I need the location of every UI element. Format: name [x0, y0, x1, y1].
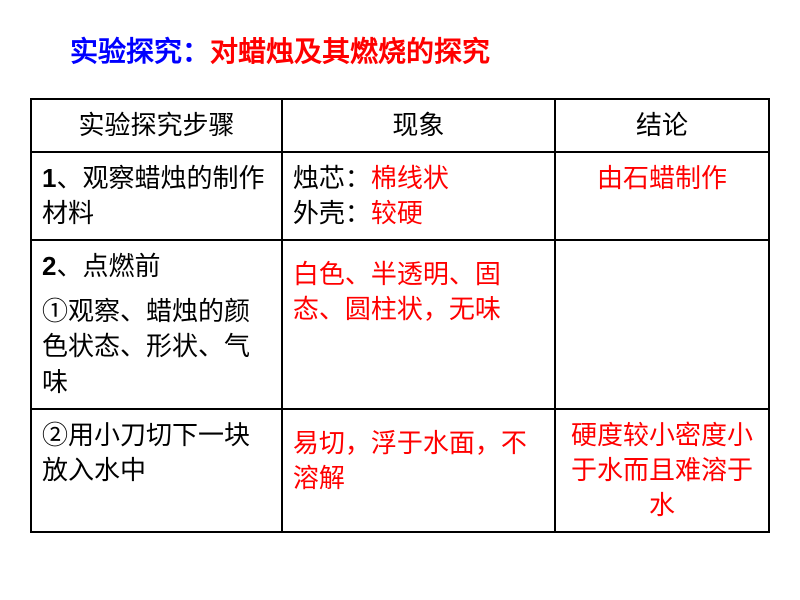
header-phenomenon: 现象 [282, 99, 555, 152]
step-number: 1 [42, 163, 56, 193]
step-number: 2 [42, 251, 56, 281]
step-text-a: 、点燃前 [56, 252, 160, 281]
table-row: ②用小刀切下一块放入水中 易切，浮于水面，不溶解 硬度较小密度小于水而且难溶于水 [31, 409, 769, 532]
step-text: 、观察蜡烛的制作材料 [42, 164, 264, 228]
experiment-table: 实验探究步骤 现象 结论 1、观察蜡烛的制作材料 烛芯：棉线状 外壳：较硬 由石… [30, 98, 770, 533]
title-prefix: 实验探究： [70, 37, 210, 68]
step-text-b: ①观察、蜡烛的颜色状态、形状、气味 [42, 294, 271, 399]
phenom-label: 烛芯： [293, 164, 371, 193]
table-header-row: 实验探究步骤 现象 结论 [31, 99, 769, 152]
table-row: 1、观察蜡烛的制作材料 烛芯：棉线状 外壳：较硬 由石蜡制作 [31, 152, 769, 240]
conclusion-cell: 由石蜡制作 [555, 152, 769, 240]
phenomenon-cell: 烛芯：棉线状 外壳：较硬 [282, 152, 555, 240]
title-main: 对蜡烛及其燃烧的探究 [210, 37, 490, 68]
slide-page: 实验探究：对蜡烛及其燃烧的探究 实验探究步骤 现象 结论 1、观察蜡烛的制作材料… [0, 0, 800, 533]
step-cell: ②用小刀切下一块放入水中 [31, 409, 282, 532]
header-conclusion: 结论 [555, 99, 769, 152]
title-line: 实验探究：对蜡烛及其燃烧的探究 [70, 30, 770, 70]
phenomenon-cell: 白色、半透明、固态、圆柱状，无味 [282, 240, 555, 408]
phenom-value: 较硬 [371, 199, 423, 228]
table-row: 2、点燃前 ①观察、蜡烛的颜色状态、形状、气味 白色、半透明、固态、圆柱状，无味 [31, 240, 769, 408]
step-cell: 1、观察蜡烛的制作材料 [31, 152, 282, 240]
conclusion-cell: 硬度较小密度小于水而且难溶于水 [555, 409, 769, 532]
phenom-label: 外壳： [293, 199, 371, 228]
phenomenon-cell: 易切，浮于水面，不溶解 [282, 409, 555, 532]
step-cell: 2、点燃前 ①观察、蜡烛的颜色状态、形状、气味 [31, 240, 282, 408]
phenom-value: 棉线状 [371, 164, 449, 193]
conclusion-cell [555, 240, 769, 408]
header-steps: 实验探究步骤 [31, 99, 282, 152]
